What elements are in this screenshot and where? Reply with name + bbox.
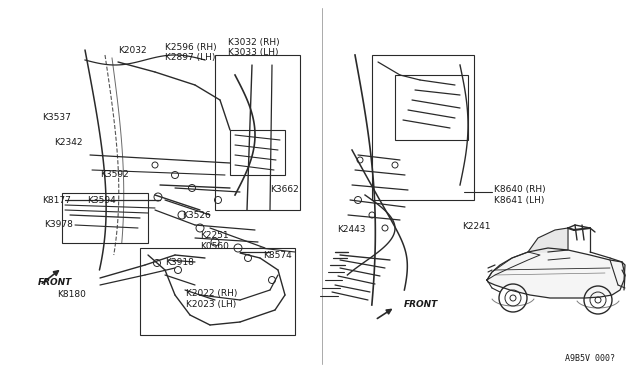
Bar [215, 55, 300, 210]
Text: K3594: K3594 [87, 196, 116, 205]
Bar [230, 130, 285, 175]
Polygon shape [487, 248, 625, 298]
Text: K2897 (LH): K2897 (LH) [165, 53, 216, 62]
Text: K0560: K0560 [200, 242, 229, 251]
Text: K3526: K3526 [182, 211, 211, 220]
Bar [372, 55, 474, 200]
Text: K2032: K2032 [118, 46, 147, 55]
Text: K2022 (RH): K2022 (RH) [186, 289, 237, 298]
Text: K2443: K2443 [337, 225, 365, 234]
Bar [62, 193, 148, 243]
Text: FRONT: FRONT [38, 278, 72, 287]
Text: K8641 (LH): K8641 (LH) [494, 196, 545, 205]
Text: K8640 (RH): K8640 (RH) [494, 185, 546, 194]
Text: K2023 (LH): K2023 (LH) [186, 300, 236, 309]
Text: K2596 (RH): K2596 (RH) [165, 43, 216, 52]
Text: K8574: K8574 [263, 251, 292, 260]
Text: FRONT: FRONT [404, 300, 438, 309]
Text: K3033 (LH): K3033 (LH) [228, 48, 278, 57]
Text: K2251: K2251 [200, 231, 228, 240]
Text: K3662: K3662 [270, 185, 299, 194]
Bar [140, 248, 295, 335]
Text: K2342: K2342 [54, 138, 83, 147]
Bar [395, 75, 468, 140]
Text: K2241: K2241 [462, 222, 490, 231]
Text: K3978: K3978 [44, 220, 73, 229]
Text: K3592: K3592 [100, 170, 129, 179]
Text: K3918: K3918 [165, 258, 194, 267]
Text: K3537: K3537 [42, 113, 71, 122]
Text: K8180: K8180 [57, 290, 86, 299]
Text: A9B5V 000?: A9B5V 000? [565, 354, 615, 363]
Text: K8177: K8177 [42, 196, 71, 205]
Text: K3032 (RH): K3032 (RH) [228, 38, 280, 47]
Polygon shape [528, 228, 568, 252]
